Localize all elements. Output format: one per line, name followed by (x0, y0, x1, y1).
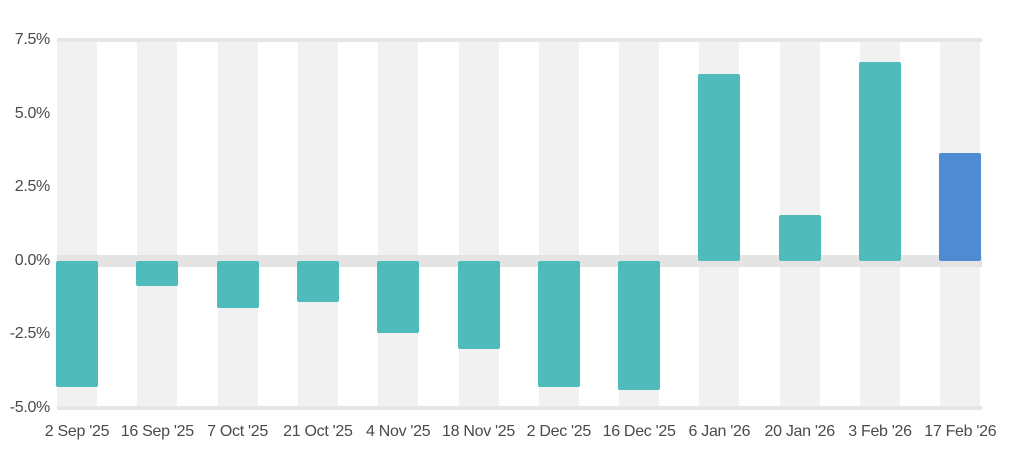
y-tick-label: -5.0% (9, 399, 51, 416)
bar-18-nov-25[interactable] (457, 260, 500, 350)
bar-20-jan-26[interactable] (778, 215, 821, 261)
bar-2-dec-25[interactable] (537, 260, 580, 388)
y-tick-label: 5.0% (14, 104, 51, 122)
x-tick-label: 21 Oct '25 (283, 423, 353, 440)
bar-7-oct-25[interactable] (216, 260, 259, 308)
y-tick-label: 7.5% (14, 31, 51, 48)
column-band (217, 40, 258, 408)
x-tick-label: 17 Feb '26 (924, 423, 997, 440)
x-tick-label: 20 Jan '26 (764, 423, 836, 440)
x-tick-label: 16 Sep '25 (120, 423, 194, 440)
bar-2-sep-25[interactable] (56, 260, 98, 388)
bar-16-sep-25[interactable] (136, 260, 179, 286)
column-band (137, 40, 178, 408)
bar-17-feb-26[interactable] (939, 153, 982, 261)
x-tick-label: 4 Nov '25 (365, 423, 431, 440)
x-tick-label: 2 Dec '25 (526, 423, 592, 440)
column-band (458, 40, 499, 408)
y-tick-label: -2.5% (9, 325, 51, 343)
top-gridline (57, 38, 983, 42)
bar-3-feb-26[interactable] (859, 62, 901, 261)
zero-line (57, 254, 983, 267)
x-tick-label: 6 Jan '26 (688, 423, 751, 440)
y-tick-label: 2.5% (14, 178, 51, 196)
x-tick-label: 7 Oct '25 (207, 423, 269, 440)
column-band (378, 40, 419, 408)
x-tick-label: 3 Feb '26 (848, 423, 912, 440)
bar-4-nov-25[interactable] (377, 260, 420, 333)
bar-6-jan-26[interactable] (698, 73, 741, 261)
bar-16-dec-25[interactable] (618, 260, 661, 391)
x-tick-label: 18 Nov '25 (442, 423, 515, 440)
bar-21-oct-25[interactable] (296, 260, 339, 302)
y-tick-label: 0.0% (14, 251, 51, 269)
bottom-gridline (57, 406, 983, 410)
column-band (297, 40, 338, 408)
x-tick-label: 16 Dec '25 (602, 423, 676, 440)
x-tick-label: 2 Sep '25 (44, 423, 110, 440)
